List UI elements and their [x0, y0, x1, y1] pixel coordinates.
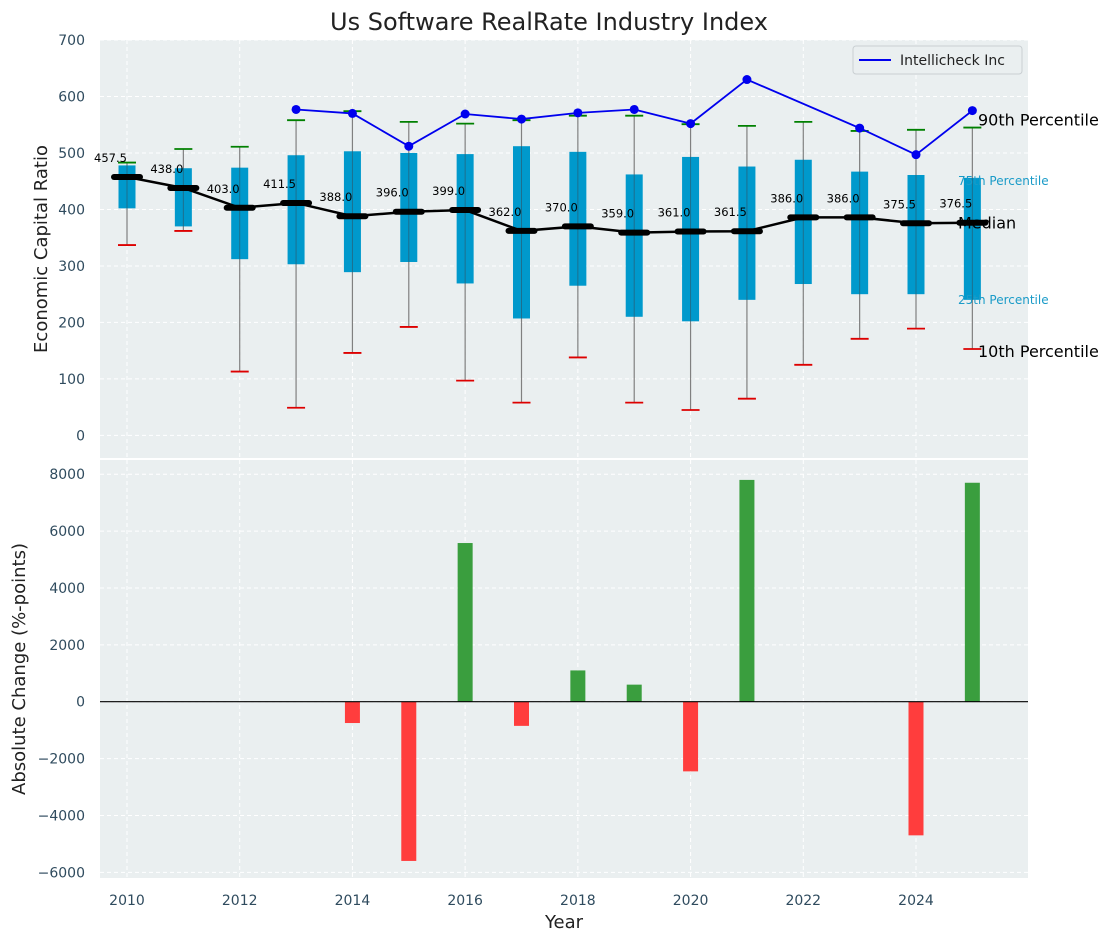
- bottom-y-tick-label: −6000: [38, 865, 85, 881]
- change-bar: [683, 701, 699, 772]
- top-y-tick-label: 400: [58, 202, 85, 218]
- legend-label: Intellicheck Inc: [900, 53, 1005, 69]
- change-bar: [964, 482, 980, 702]
- top-y-tick-label: 700: [58, 33, 85, 49]
- bottom-y-tick-label: 0: [76, 695, 85, 711]
- top-y-tick-label: 500: [58, 146, 85, 162]
- median-value-label: 438.0: [150, 162, 183, 176]
- median-value-label: 386.0: [770, 191, 803, 205]
- median-value-label: 375.5: [883, 197, 916, 211]
- top-y-tick-label: 100: [58, 372, 85, 388]
- median-value-label: 376.5: [939, 197, 972, 211]
- change-bar: [344, 701, 360, 724]
- median-value-label: 362.0: [489, 205, 522, 219]
- x-tick-label: 2024: [898, 893, 934, 909]
- bottom-y-axis-label: Absolute Change (%-points): [9, 543, 30, 795]
- legend-box: [852, 45, 1023, 75]
- company-point: [629, 104, 639, 114]
- top-grid: [100, 39, 1028, 458]
- p10-label: 10th Percentile: [978, 342, 1099, 361]
- right-labels-group: 90th Percentile 75th Percentile Median 25th…: [958, 111, 1099, 361]
- company-point: [517, 114, 526, 124]
- chart-title: Us Software RealRate Industry Index: [330, 8, 768, 36]
- median-value-label: 361.5: [714, 205, 747, 219]
- company-point: [967, 106, 977, 116]
- x-ticks: 2010 2012 2014 2016 2018 2020 2022 2024: [109, 893, 934, 909]
- top-y-tick-label: 0: [76, 428, 85, 444]
- p75-label: 75th Percentile: [958, 174, 1049, 188]
- change-bar: [739, 479, 755, 702]
- median-value-label: 386.0: [827, 191, 860, 205]
- bottom-y-tick-label: −2000: [38, 752, 85, 768]
- bottom-y-tick-label: 4000: [49, 581, 85, 597]
- top-panel: 0 100 200 300 400 500 600 700 457.5 438.0 403.0 41…: [31, 33, 1099, 458]
- top-plot-area: [100, 40, 1028, 458]
- company-point: [460, 109, 470, 119]
- company-line-group: [291, 75, 977, 160]
- x-tick-label: 2022: [785, 893, 821, 909]
- median-value-label: 403.0: [207, 182, 240, 196]
- x-tick-label: 2016: [447, 893, 483, 909]
- top-y-ticks: 0 100 200 300 400 500 600 700: [58, 33, 85, 444]
- x-axis-label: Year: [544, 912, 584, 933]
- median-value-label: 396.0: [376, 186, 409, 200]
- change-bar: [570, 670, 586, 702]
- change-bar: [401, 701, 417, 861]
- company-point: [742, 75, 752, 85]
- median-value-label: 388.0: [319, 190, 352, 204]
- company-point: [911, 150, 921, 160]
- company-point: [573, 108, 583, 118]
- median-labels-group: 457.5 438.0 403.0 411.5 388.0 396.0 399.0 362.0…: [94, 151, 972, 221]
- x-tick-label: 2012: [222, 893, 258, 909]
- top-y-tick-label: 600: [58, 89, 85, 105]
- x-tick-label: 2020: [673, 893, 709, 909]
- company-point: [686, 119, 696, 129]
- change-bar: [514, 701, 529, 726]
- top-y-tick-label: 200: [58, 315, 85, 331]
- median-value-label: 359.0: [601, 207, 634, 221]
- bottom-y-tick-label: 6000: [49, 524, 85, 540]
- change-bar: [457, 543, 473, 702]
- median-value-label: 411.5: [263, 177, 296, 191]
- company-polyline: [296, 78, 973, 156]
- median-label: Median: [958, 214, 1016, 233]
- bottom-y-tick-label: −4000: [38, 808, 85, 824]
- x-tick-label: 2010: [109, 893, 145, 909]
- median-value-label: 361.0: [658, 205, 691, 219]
- bottom-y-tick-label: 2000: [49, 638, 85, 654]
- median-polyline: [126, 175, 973, 234]
- change-bar: [626, 684, 642, 702]
- company-point: [855, 123, 865, 133]
- bottom-plot-area: [100, 460, 1028, 878]
- bars-group: [344, 479, 980, 861]
- top-y-tick-label: 300: [58, 259, 85, 275]
- bottom-y-ticks: −6000 −4000 −2000 0 2000 4000 6000 8000: [38, 467, 85, 881]
- median-line-group: [111, 173, 989, 236]
- p25-label: 25th Percentile: [958, 293, 1049, 307]
- median-value-label: 399.0: [432, 184, 465, 198]
- p90-label: 90th Percentile: [978, 111, 1099, 130]
- x-tick-label: 2018: [560, 893, 596, 909]
- x-tick-label: 2014: [335, 893, 371, 909]
- company-point: [404, 141, 414, 151]
- bottom-y-tick-label: 8000: [49, 467, 85, 483]
- legend: Intellicheck Inc: [852, 45, 1023, 75]
- median-value-label: 457.5: [94, 151, 127, 165]
- median-value-label: 370.0: [545, 200, 578, 214]
- top-y-axis-label: Economic Capital Ratio: [31, 145, 52, 353]
- change-bar: [908, 701, 924, 836]
- company-point: [291, 104, 301, 114]
- company-point: [347, 108, 357, 118]
